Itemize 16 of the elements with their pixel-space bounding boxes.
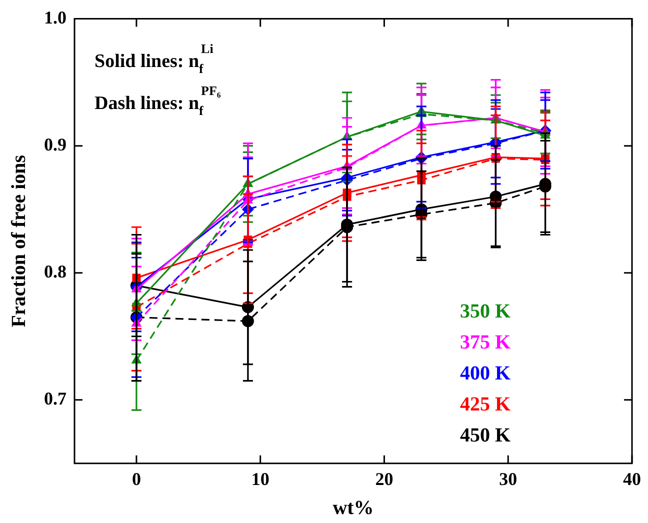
x-tick-label: 20 — [375, 468, 394, 489]
y-axis-title: Fraction of free ions — [8, 154, 30, 328]
y-tick-label: 0.7 — [44, 388, 66, 409]
y-tick-label: 0.9 — [44, 134, 66, 154]
text: 375 K — [460, 331, 511, 354]
x-tick-label: 0 — [132, 468, 141, 489]
text: 350 K — [460, 300, 511, 322]
x-tick-label: 30 — [499, 468, 518, 489]
y-tick-label: 1.0 — [44, 7, 66, 28]
y-tick-label: 0.8 — [44, 262, 66, 282]
text: 425 K — [460, 393, 511, 416]
x-tick-label: 40 — [623, 468, 641, 489]
x-axis-title: wt% — [332, 497, 374, 520]
x-tick-label: 10 — [251, 468, 270, 489]
text: 400 K — [460, 362, 511, 384]
text: 450 K — [460, 424, 511, 446]
